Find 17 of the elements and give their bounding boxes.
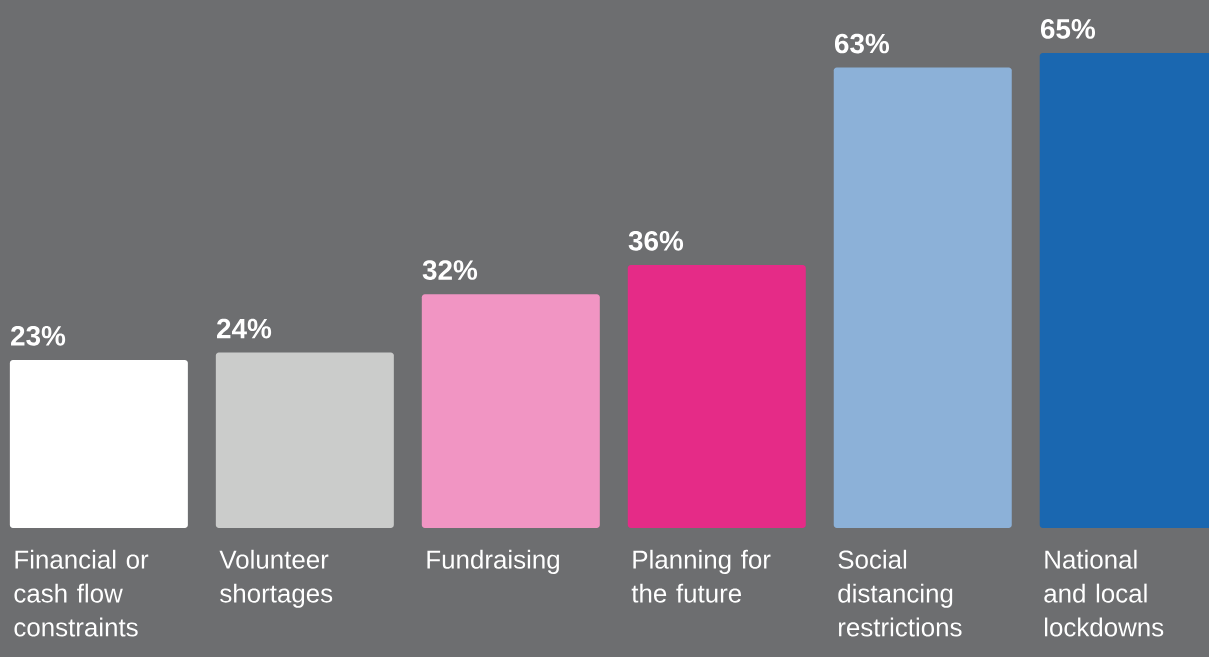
x-tick-label: Fundraising [427,549,559,574]
x-tick-label: Social distancing restrictions [838,549,962,637]
data-label: 65% [1040,19,1095,39]
data-label: 32% [422,260,478,280]
bar [833,67,1012,528]
bar [215,352,394,528]
bar [421,294,600,528]
bar [627,264,806,528]
data-label: 24% [217,318,272,339]
data-label: 36% [628,230,684,251]
x-tick-label: Financial or cash flow constraints [14,549,149,637]
data-label: 23% [11,325,66,346]
x-tick-label: National and local lockdowns [1044,549,1164,637]
bar [9,359,188,528]
x-tick-label: Planning for the future [631,549,771,603]
x-tick-label: Volunteer shortages [219,549,333,608]
data-label: 63% [834,33,890,54]
